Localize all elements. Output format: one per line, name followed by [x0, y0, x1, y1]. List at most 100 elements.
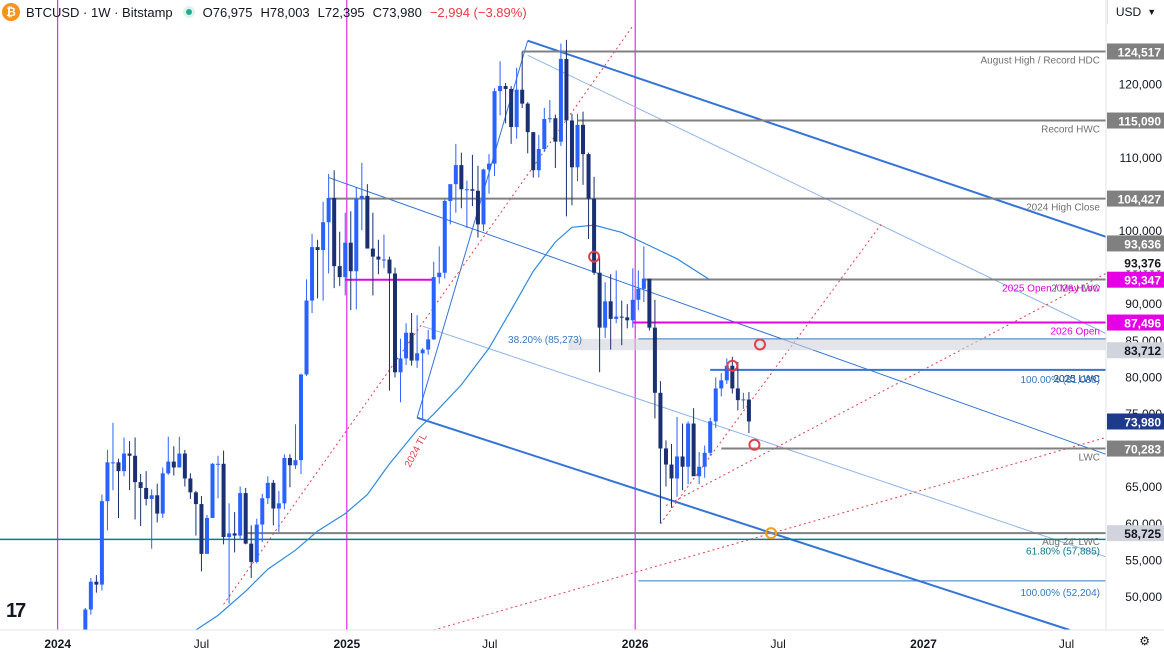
candle-body	[271, 483, 275, 509]
candle-body	[714, 388, 718, 421]
candle-body	[603, 301, 607, 327]
level-label-lwc: LWC	[1079, 453, 1100, 464]
candle-body	[686, 424, 690, 467]
candle-body	[548, 118, 552, 119]
fib-label: 61.80% (57,885)	[1026, 546, 1100, 557]
trendline-label: 2024 TL	[403, 432, 430, 470]
price-change: −2,994 (−3.89%)	[430, 5, 527, 20]
price-tag-label: 70,283	[1124, 443, 1161, 457]
x-tick-label: 2025	[333, 637, 360, 651]
candle-body	[172, 462, 176, 468]
gear-icon[interactable]: ⚙	[1139, 634, 1150, 648]
x-tick-label: Jul	[482, 637, 497, 651]
candle-body	[476, 191, 480, 225]
candle-body	[504, 86, 508, 89]
level-label-open-2026: 2026 Open	[1051, 327, 1101, 338]
candle-body	[404, 333, 408, 359]
x-tick-label: 2027	[910, 637, 937, 651]
candle-body	[564, 59, 568, 120]
candle-body	[653, 328, 657, 393]
candle-body	[631, 300, 635, 320]
candle-body	[310, 247, 314, 300]
x-tick-label: 2024	[44, 637, 71, 651]
price-tag-label: 93,636	[1124, 237, 1161, 251]
candle-body	[211, 464, 215, 518]
candle-body	[421, 350, 425, 354]
price-tag-label: 83,712	[1124, 344, 1161, 358]
candle-body	[288, 458, 292, 465]
candle-body	[636, 289, 640, 300]
chart-title: BTCUSD · 1W · Bitstamp	[26, 5, 173, 20]
candle-body	[498, 86, 502, 91]
candle-body	[531, 132, 535, 170]
candle-body	[100, 501, 104, 584]
candle-body	[730, 366, 734, 389]
candle-body	[94, 582, 98, 585]
candle-body	[365, 196, 369, 249]
candle-body	[587, 154, 591, 199]
candle-body	[470, 189, 474, 190]
x-tick-label: Jul	[1059, 637, 1074, 651]
candle-body	[681, 456, 685, 466]
candle-body	[415, 353, 419, 360]
candle-body	[570, 120, 574, 167]
bitcoin-icon: ₿	[2, 3, 20, 21]
candle-body	[133, 456, 137, 482]
chevron-down-icon: ▼	[1147, 7, 1156, 17]
candle-body	[697, 467, 701, 477]
candle-body	[222, 464, 226, 537]
level-label-high-close-2024: 2024 High Close	[1026, 203, 1100, 214]
price-tag-label: 115,090	[1118, 115, 1161, 129]
candle-body	[199, 504, 203, 554]
fib-label: 38.20% (85,273)	[508, 335, 582, 346]
red-trendline-2	[660, 224, 881, 524]
ohlc-high: H78,003	[261, 5, 310, 20]
candle-body	[233, 533, 237, 535]
candle-body	[515, 90, 519, 127]
candle-body	[741, 399, 745, 400]
candle-body	[117, 462, 121, 471]
candle-body	[327, 198, 331, 222]
candle-body	[625, 317, 629, 320]
level-label-record-hwc: Record HWC	[1041, 125, 1100, 136]
candle-body	[155, 495, 159, 513]
candle-body	[692, 424, 696, 477]
fib-label: 100.00% (81,038)	[1020, 375, 1100, 386]
candle-body	[509, 89, 513, 127]
candle-body	[575, 125, 579, 167]
candle-body	[305, 301, 309, 375]
candle-body	[282, 458, 286, 503]
candle-body	[216, 464, 220, 465]
tradingview-logo[interactable]: 17	[6, 600, 24, 623]
symbol-header[interactable]: ₿ BTCUSD · 1W · Bitstamp O76,975 H78,003…	[0, 0, 527, 24]
candle-body	[553, 118, 557, 141]
candle-body	[376, 257, 380, 260]
channel-upper-line	[528, 41, 1106, 237]
level-label-open-2025: 2025 Open / May Low	[1002, 284, 1101, 295]
candle-body	[747, 400, 751, 422]
candle-body	[526, 104, 530, 133]
ohlc-open: O76,975	[203, 5, 253, 20]
candle-body	[481, 169, 485, 224]
level-label-august-high: August High / Record HDC	[981, 55, 1101, 66]
candle-body	[520, 90, 524, 104]
candle-body	[188, 478, 192, 492]
y-tick-label: 55,000	[1125, 553, 1162, 567]
currency-selector[interactable]: USD ▼	[1107, 0, 1164, 24]
candle-body	[410, 333, 414, 361]
candle-body	[614, 317, 618, 319]
x-tick-label: 2026	[622, 637, 649, 651]
candle-body	[122, 454, 126, 472]
candle-body	[454, 165, 458, 184]
price-tag-label: 104,427	[1118, 193, 1162, 207]
candle-body	[426, 339, 430, 349]
channel-inner-lower-line	[423, 326, 1106, 557]
candle-body	[708, 421, 712, 452]
candle-body	[255, 525, 259, 562]
candle-body	[354, 199, 358, 271]
candle-body	[266, 483, 270, 498]
candle-body	[393, 273, 397, 372]
candle-body	[609, 301, 613, 319]
x-tick-label: Jul	[770, 637, 785, 651]
